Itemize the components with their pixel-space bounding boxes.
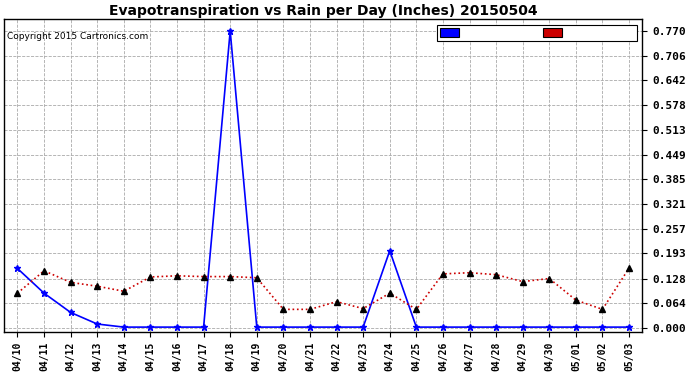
Title: Evapotranspiration vs Rain per Day (Inches) 20150504: Evapotranspiration vs Rain per Day (Inch… <box>109 4 538 18</box>
Legend: Rain  (Inches), ET  (Inches): Rain (Inches), ET (Inches) <box>437 24 637 41</box>
Text: Copyright 2015 Cartronics.com: Copyright 2015 Cartronics.com <box>7 32 148 41</box>
